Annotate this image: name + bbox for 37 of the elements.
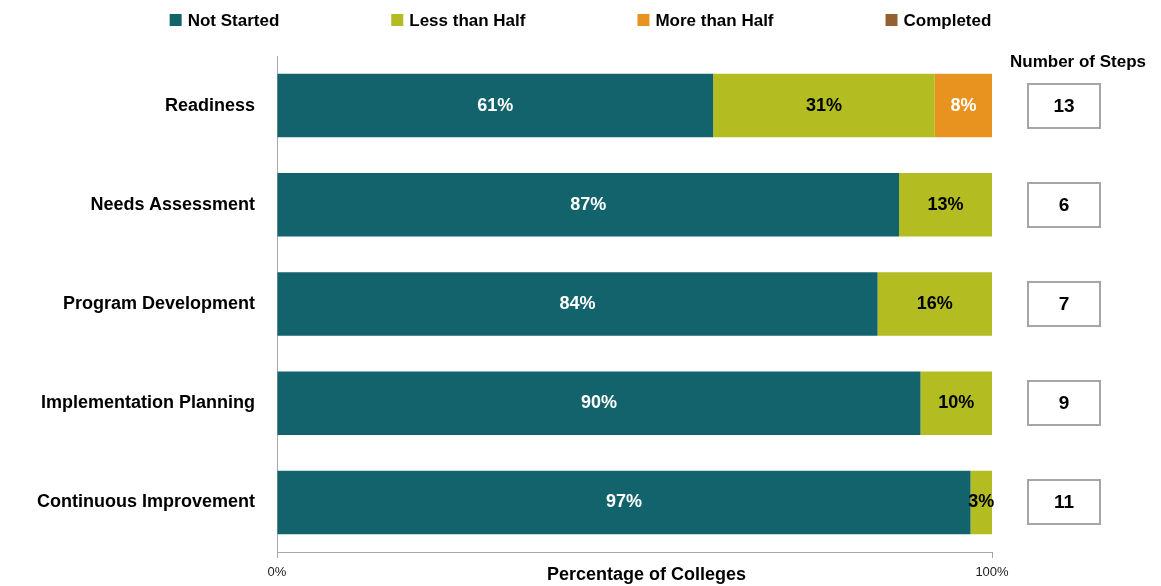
bar — [899, 173, 992, 237]
y-tick-label: Implementation Planning — [40, 392, 255, 413]
y-tick-label: Continuous Improvement — [36, 491, 255, 512]
data-label: 87% — [570, 193, 607, 214]
data-label: 16% — [916, 292, 953, 313]
bar — [713, 73, 935, 138]
bar — [277, 173, 900, 237]
bar — [877, 272, 992, 336]
data-label: 61% — [477, 94, 514, 115]
bar — [277, 272, 878, 336]
data-label: 84% — [559, 292, 596, 313]
legend-label: More than Half — [655, 10, 774, 30]
y-tick-label: Needs Assessment — [90, 193, 255, 214]
bar — [920, 371, 992, 435]
x-tick-label: 100% — [975, 564, 1010, 580]
y-tick-label: Readiness — [164, 94, 255, 115]
data-label: 13% — [927, 193, 964, 214]
bar — [277, 73, 714, 138]
legend-label: Not Started — [187, 10, 280, 30]
text: Number of Steps — [1010, 52, 1147, 72]
y-tick-label: Program Development — [62, 292, 255, 313]
legend-label: Less than Half — [409, 10, 526, 30]
number-box: 6 — [1027, 181, 1101, 228]
number-box: 13 — [1027, 82, 1101, 129]
number-box: 7 — [1027, 281, 1101, 327]
x-axis-title: Percentage of Colleges — [546, 563, 747, 584]
data-label: 10% — [938, 392, 975, 413]
legend-label: Completed — [903, 10, 992, 30]
number-box: 9 — [1027, 380, 1101, 427]
x-tick-label: 0% — [267, 564, 287, 580]
number-box: 11 — [1027, 479, 1101, 526]
data-label: 90% — [580, 392, 618, 413]
data-label: 8% — [950, 94, 977, 115]
bar — [934, 73, 992, 138]
data-label: 31% — [805, 94, 842, 115]
bar — [277, 371, 921, 435]
data-label: 97% — [606, 491, 643, 512]
